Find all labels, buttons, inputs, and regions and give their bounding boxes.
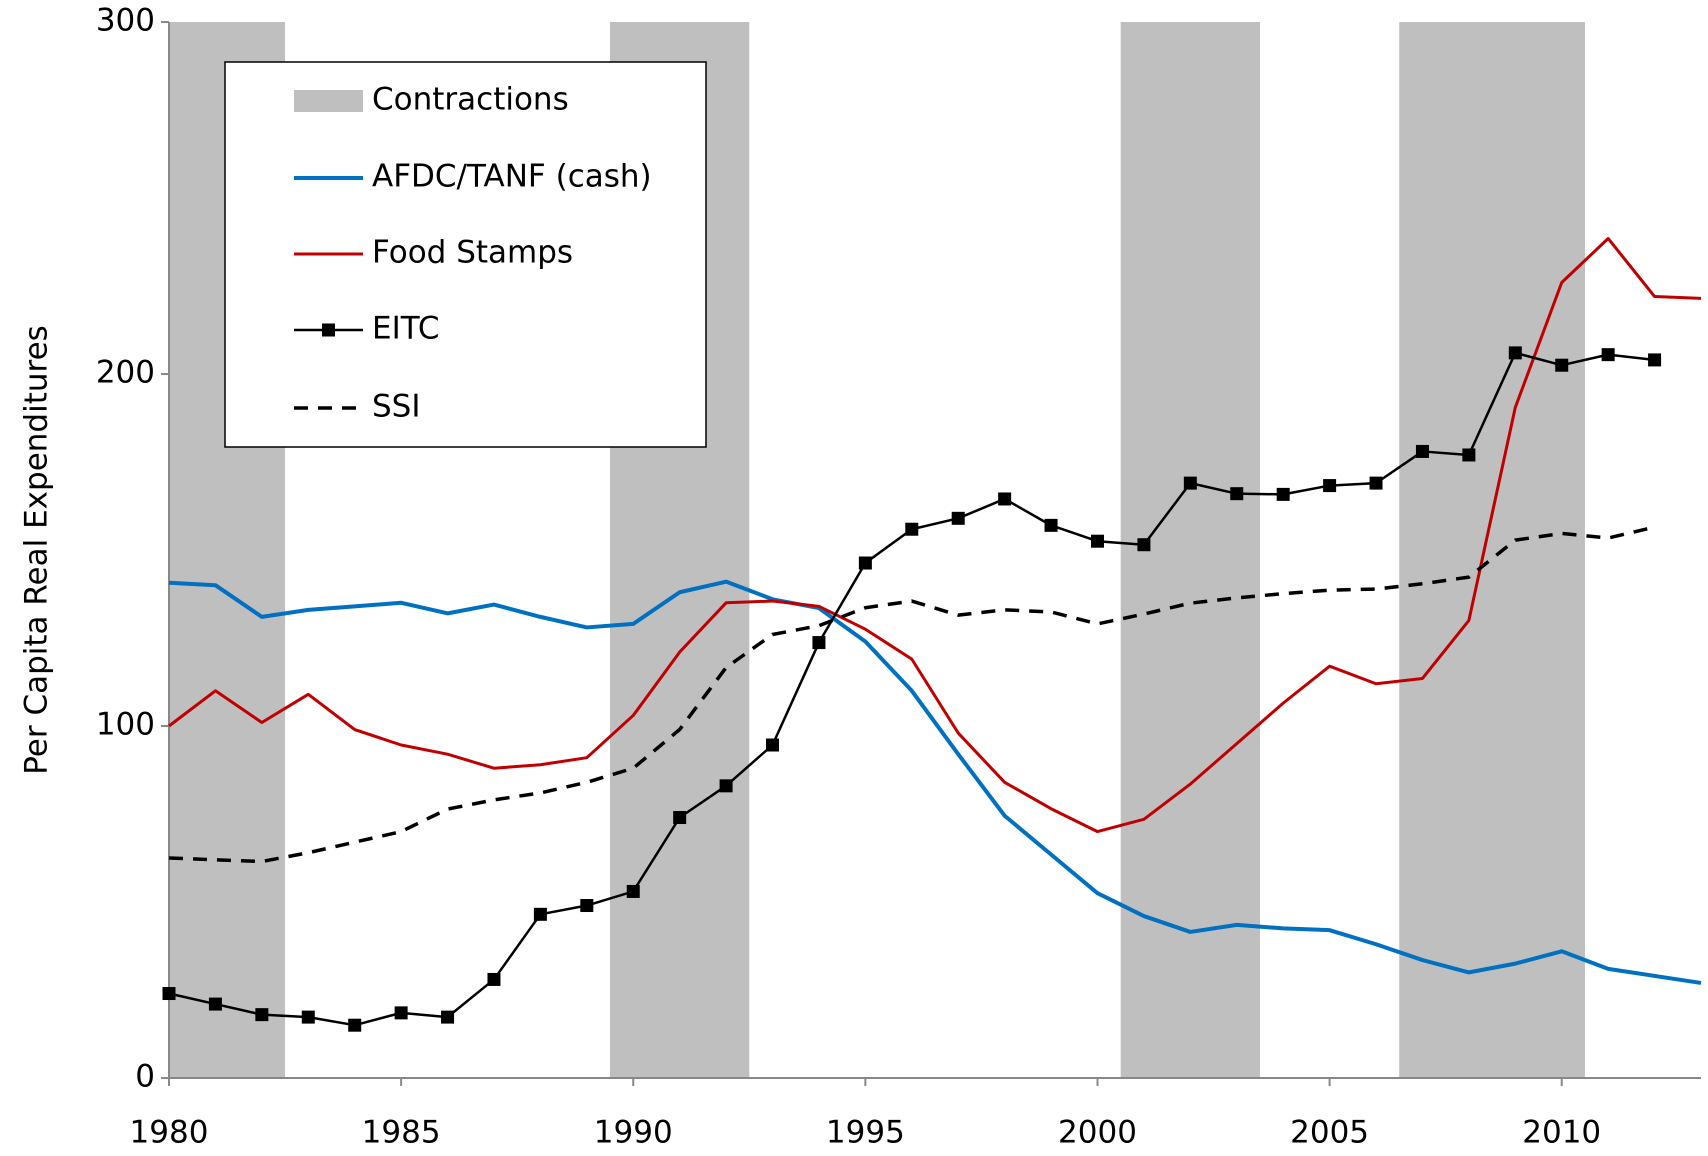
series-marker — [1276, 487, 1290, 501]
legend-label: Food Stamps — [372, 235, 573, 271]
y-tick-label: 300 — [96, 3, 155, 39]
series-marker — [766, 738, 780, 752]
series-marker — [626, 884, 640, 898]
series-marker — [812, 636, 826, 650]
series-marker — [580, 899, 594, 913]
legend-label: Contractions — [372, 82, 569, 118]
series-marker — [1230, 487, 1244, 501]
series-line — [168, 525, 1655, 864]
x-tick-label: 1990 — [594, 1115, 673, 1151]
series-marker — [348, 1018, 362, 1032]
series-marker — [162, 987, 176, 1001]
series-marker — [719, 779, 733, 793]
series-marker — [1090, 534, 1104, 548]
series-marker — [1369, 476, 1383, 490]
series-marker — [951, 511, 965, 525]
legend-label: SSI — [372, 389, 421, 425]
series-marker — [1601, 348, 1615, 362]
x-tick-label: 1985 — [362, 1115, 441, 1151]
legend-label: EITC — [372, 311, 440, 347]
series-marker — [905, 522, 919, 536]
series-marker — [1555, 358, 1569, 372]
series-marker — [487, 972, 501, 986]
legend-swatch — [294, 90, 363, 112]
series-marker — [441, 1010, 455, 1024]
legend: Contractions AFDC/TANF (cash) Food Stamps E… — [224, 61, 707, 448]
series-marker — [1044, 518, 1058, 532]
series-marker — [1648, 353, 1662, 367]
contraction-band — [1399, 22, 1585, 1078]
series-marker — [208, 997, 222, 1011]
y-tick-label: 200 — [96, 355, 155, 391]
y-tick-label: 100 — [96, 707, 155, 743]
series-marker — [1508, 346, 1522, 360]
x-tick-label: 2010 — [1522, 1115, 1601, 1151]
series-marker — [255, 1008, 269, 1022]
series-marker — [533, 907, 547, 921]
series-marker — [394, 1006, 408, 1020]
series-marker — [1462, 448, 1476, 462]
series-marker — [1183, 476, 1197, 490]
series-marker — [673, 811, 687, 825]
series-marker — [1415, 444, 1429, 458]
x-tick-label: 1980 — [130, 1115, 209, 1151]
series-marker — [1137, 538, 1151, 552]
y-tick-label: 0 — [135, 1059, 155, 1095]
series-marker — [858, 556, 872, 570]
series-line — [168, 579, 1702, 985]
legend-label: AFDC/TANF (cash) — [372, 159, 652, 195]
series-line — [168, 236, 1702, 834]
legend-marker — [322, 323, 335, 337]
series-marker — [301, 1010, 315, 1024]
x-tick-label: 2005 — [1290, 1115, 1369, 1151]
series-marker — [1323, 479, 1337, 493]
series-marker — [998, 492, 1012, 506]
x-tick-label: 2000 — [1058, 1115, 1137, 1151]
y-axis-title: Per Capita Real Expenditures — [19, 325, 55, 775]
x-tick-label: 1995 — [826, 1115, 905, 1151]
